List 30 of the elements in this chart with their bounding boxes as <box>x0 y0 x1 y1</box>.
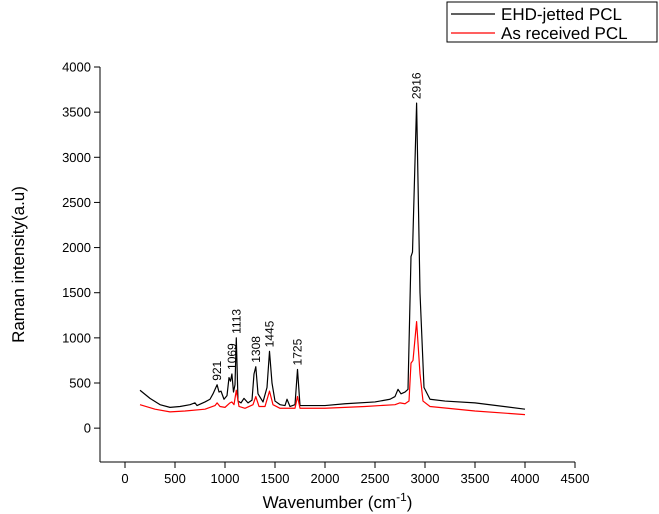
y-tick-label: 0 <box>84 420 91 436</box>
x-tick-label: 4000 <box>510 471 540 486</box>
x-tick-label: 2500 <box>360 471 390 486</box>
y-axis-title: Raman intensity(a.u) <box>9 186 28 343</box>
annotation: 921 <box>210 360 224 381</box>
y-tick-label: 1500 <box>62 285 91 300</box>
y-tick-label: 500 <box>69 376 91 390</box>
legend-label: EHD-jetted PCL <box>501 5 622 24</box>
x-tick-label: 1500 <box>260 471 290 486</box>
line-series <box>139 102 526 410</box>
y-tick-label: 3500 <box>62 104 91 120</box>
x-tick-label: 0 <box>121 471 129 486</box>
x-tick-label: 4500 <box>560 471 590 486</box>
annotation: 1113 <box>229 308 244 334</box>
x-tick-label: 2000 <box>310 471 340 486</box>
annotation: 1445 <box>262 320 276 348</box>
x-tick-label: 3000 <box>410 471 440 486</box>
x-tick-label: 500 <box>164 471 186 486</box>
legend-label: As received PCL <box>501 24 628 43</box>
y-tick-label: 2500 <box>62 194 91 210</box>
x-tick-label: 3500 <box>460 471 490 486</box>
annotation: 1308 <box>248 336 263 363</box>
y-tick-label: 1000 <box>62 330 91 346</box>
annotation: 2916 <box>410 72 424 100</box>
x-axis-title: Wavenumber (cm$^{-1}$) <box>262 490 412 512</box>
y-tick-label: 4000 <box>62 60 91 74</box>
y-tick-label: 2000 <box>62 240 91 256</box>
annotation: 1725 <box>290 338 304 366</box>
x-tick-label: 1000 <box>210 471 240 486</box>
y-tick-label: 3000 <box>62 150 91 165</box>
